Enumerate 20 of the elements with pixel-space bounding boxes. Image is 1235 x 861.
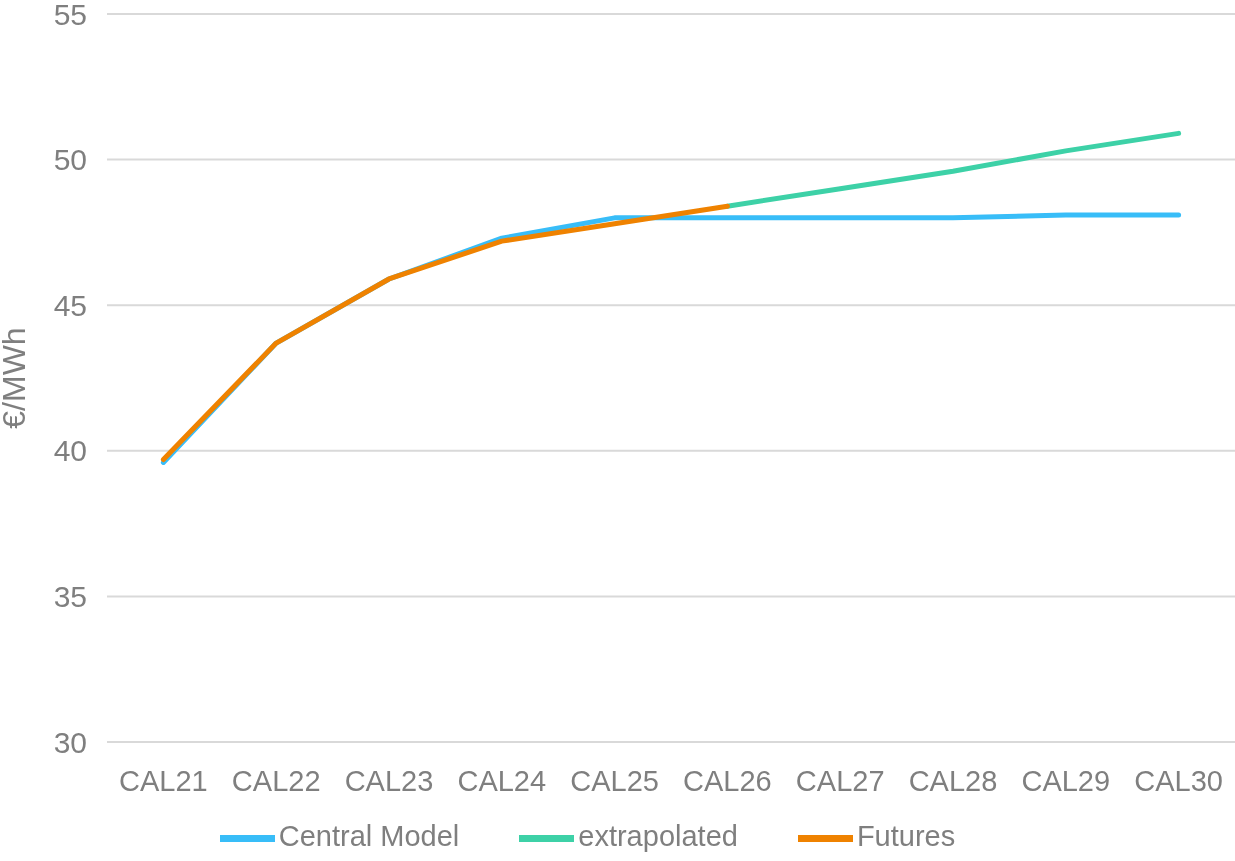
- x-tick-label: CAL26: [683, 764, 772, 797]
- x-tick-label: CAL28: [908, 764, 998, 797]
- y-tick-label: 40: [53, 434, 87, 468]
- x-tick-label: CAL25: [570, 764, 659, 797]
- y-tick-label: 30: [53, 725, 87, 759]
- x-tick-label: CAL30: [1134, 764, 1223, 797]
- x-tick-label: CAL27: [795, 764, 885, 797]
- y-tick-label: 50: [53, 143, 87, 177]
- x-tick-label: CAL29: [1021, 764, 1111, 797]
- y-axis-title: €/MWh: [0, 327, 33, 429]
- legend-label: Futures: [856, 820, 956, 853]
- legend-label: Central Model: [278, 820, 460, 853]
- legend-label: extrapolated: [578, 820, 738, 853]
- y-tick-label: 35: [53, 580, 87, 614]
- x-tick-label: CAL22: [231, 764, 321, 797]
- y-tick-label: 45: [53, 288, 87, 322]
- x-tick-label: CAL24: [457, 764, 547, 797]
- x-tick-label: CAL21: [119, 764, 208, 797]
- x-tick-label: CAL23: [344, 764, 434, 797]
- y-tick-label: 55: [53, 0, 87, 31]
